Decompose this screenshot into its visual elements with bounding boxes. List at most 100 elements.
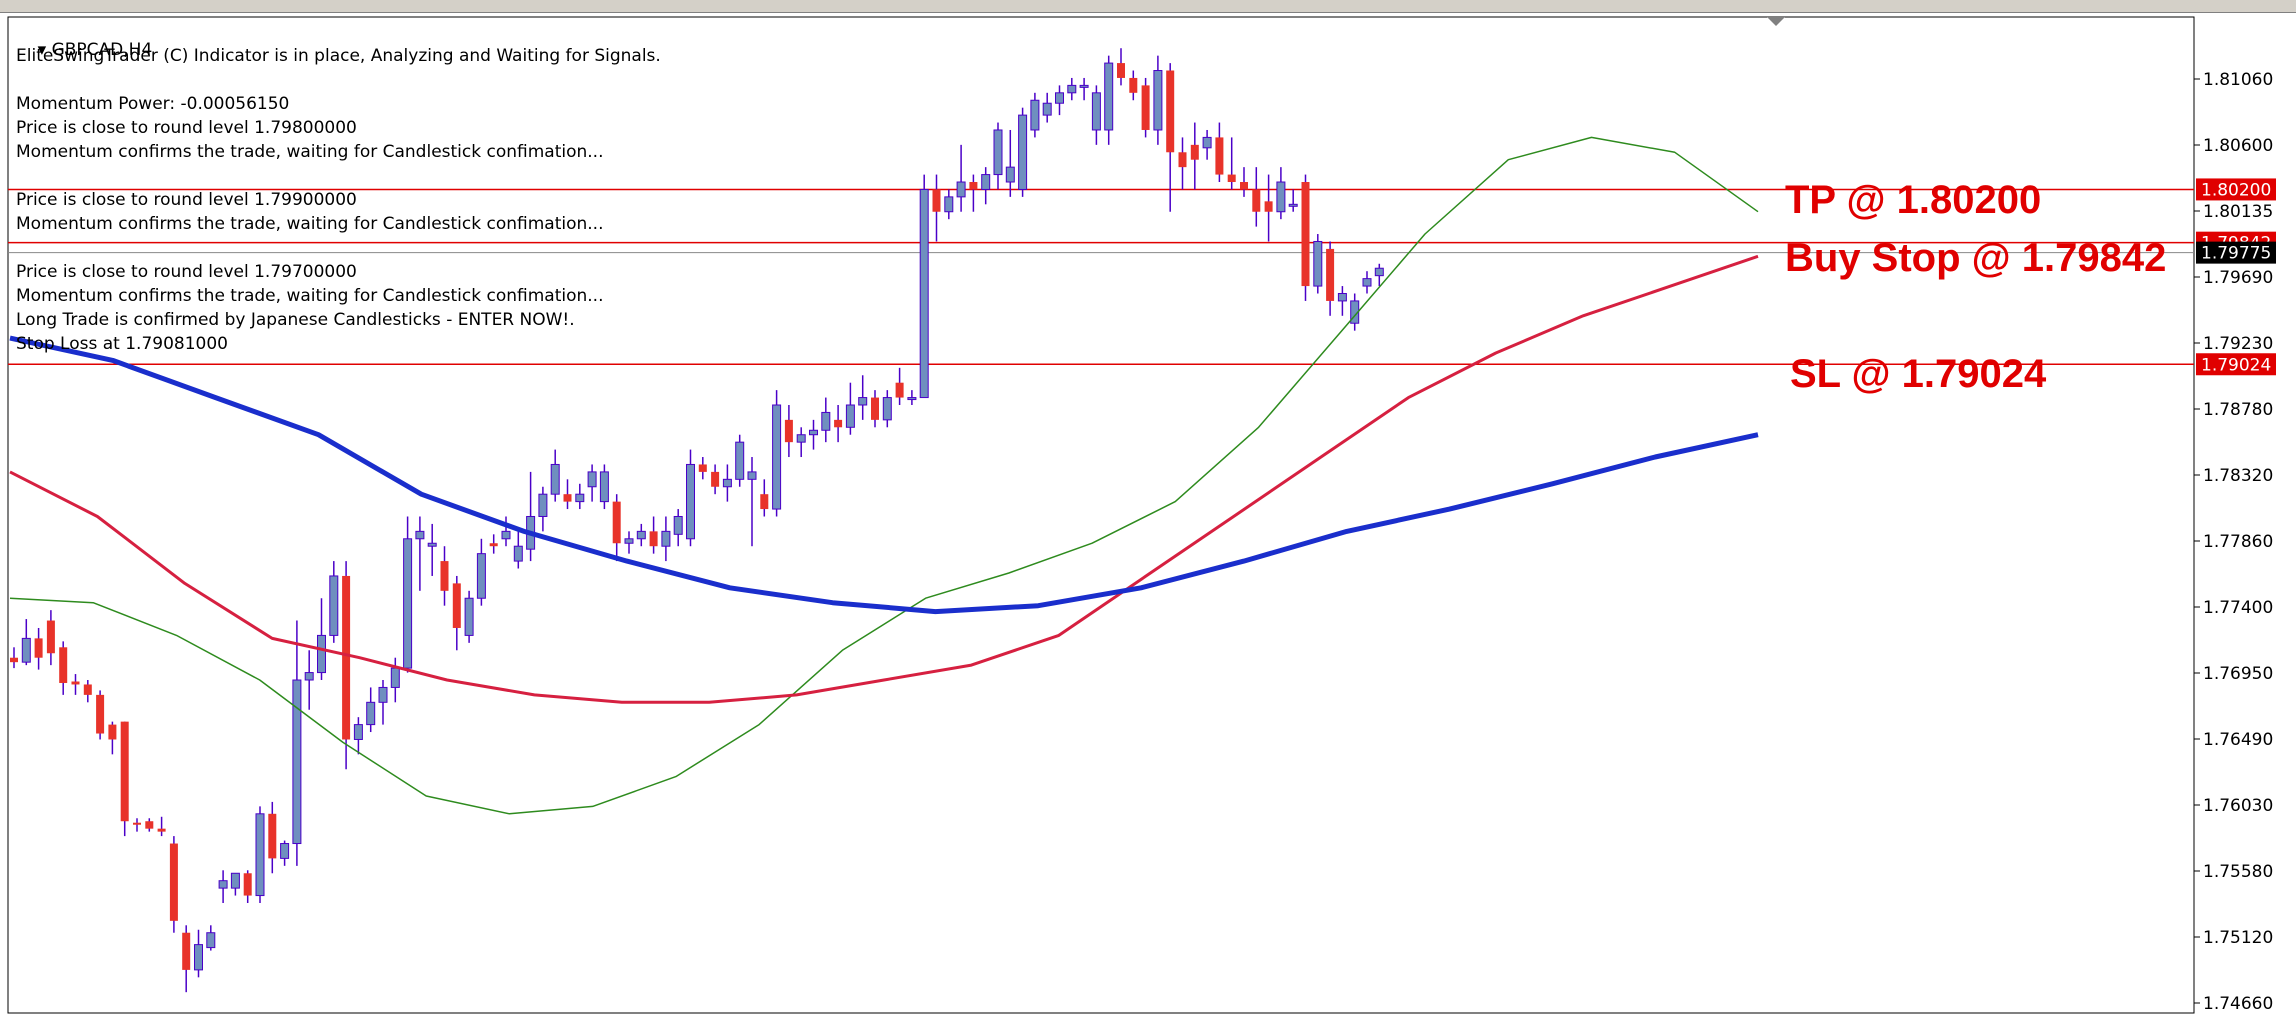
bull-candle bbox=[329, 575, 339, 636]
bull-candle bbox=[993, 129, 1003, 176]
bull-candle bbox=[550, 463, 560, 495]
bull-candle bbox=[1091, 92, 1101, 131]
bear-candle bbox=[1178, 152, 1187, 168]
bull-candle bbox=[415, 530, 425, 540]
bear-candle bbox=[1240, 182, 1248, 190]
bear-candle bbox=[145, 821, 154, 829]
bull-candle bbox=[907, 397, 917, 401]
tp-annotation: TP @ 1.80200 bbox=[1785, 178, 2041, 222]
bull-candle bbox=[366, 701, 376, 726]
bull-candle bbox=[919, 188, 929, 399]
level-price-tag bbox=[2196, 353, 2276, 376]
info-line: Momentum confirms the trade, waiting for… bbox=[16, 214, 604, 234]
info-line: Stop Loss at 1.79081000 bbox=[16, 334, 228, 354]
symbol-label: GBPCAD,H4 bbox=[51, 40, 153, 60]
bull-candle bbox=[735, 441, 745, 480]
bear-candle bbox=[784, 419, 793, 443]
info-line: Price is close to round level 1.79800000 bbox=[16, 118, 357, 138]
bull-candle bbox=[476, 553, 486, 599]
bear-candle bbox=[1166, 70, 1175, 153]
y-tick-label: 1.75120 bbox=[2203, 928, 2273, 948]
collapse-triangle-icon[interactable]: ▾ bbox=[37, 40, 47, 60]
bear-candle bbox=[83, 684, 92, 695]
bear-candle bbox=[243, 873, 252, 896]
bear-candle bbox=[1129, 77, 1138, 93]
chart-shift-marker-icon[interactable] bbox=[1767, 17, 1785, 26]
bear-candle bbox=[1117, 63, 1125, 78]
bear-candle bbox=[133, 822, 141, 825]
bull-candle bbox=[1337, 293, 1347, 302]
bull-candle bbox=[1042, 102, 1052, 116]
buy-stop-annotation: Buy Stop @ 1.79842 bbox=[1785, 236, 2166, 280]
bear-candle bbox=[169, 843, 178, 921]
y-tick-label: 1.76490 bbox=[2203, 730, 2273, 750]
current-price-tag-label: 1.79775 bbox=[2201, 244, 2271, 264]
y-tick-label: 1.76030 bbox=[2203, 796, 2273, 816]
bull-candle bbox=[1018, 114, 1028, 190]
y-tick-label: 1.79230 bbox=[2203, 334, 2273, 354]
bear-candle bbox=[96, 694, 105, 734]
bull-candle bbox=[501, 530, 511, 540]
bear-candle bbox=[834, 419, 843, 428]
price-axis: 1.81060 1.80600 1.80135 1.79690 1.79230 1.787… bbox=[2194, 70, 2273, 1014]
level-price-tag bbox=[2196, 178, 2276, 201]
bull-candle bbox=[1374, 267, 1384, 277]
current-price-tag bbox=[2196, 241, 2276, 264]
bull-candle bbox=[1067, 84, 1077, 94]
bull-candle bbox=[796, 434, 806, 443]
symbol-title[interactable]: ▾ GBPCAD,H4 bbox=[16, 20, 153, 80]
bull-candle bbox=[956, 181, 966, 198]
bull-candle bbox=[772, 404, 782, 510]
bull-candle bbox=[747, 471, 757, 480]
bear-candle bbox=[1190, 144, 1199, 160]
bull-candle bbox=[1313, 240, 1323, 287]
bull-candle bbox=[858, 397, 868, 406]
bear-candle bbox=[1215, 137, 1224, 175]
bear-candle bbox=[108, 724, 117, 740]
bear-candle bbox=[1252, 189, 1261, 212]
bull-candle bbox=[599, 471, 609, 503]
info-line: Price is close to round level 1.79700000 bbox=[16, 262, 357, 282]
candlestick-series bbox=[10, 48, 1384, 993]
bull-candle bbox=[882, 397, 892, 421]
y-tick-label: 1.81060 bbox=[2203, 70, 2273, 90]
bull-candle bbox=[538, 493, 548, 517]
bull-candle bbox=[280, 843, 290, 859]
sl-annotation: SL @ 1.79024 bbox=[1790, 352, 2047, 396]
info-line: Long Trade is confirmed by Japanese Cand… bbox=[16, 310, 575, 330]
y-tick-label: 1.80135 bbox=[2203, 202, 2273, 222]
bull-candle bbox=[845, 404, 855, 428]
bull-candle bbox=[1276, 181, 1286, 213]
bear-candle bbox=[268, 813, 277, 859]
bull-candle bbox=[292, 679, 302, 845]
bull-candle bbox=[1288, 203, 1298, 207]
bull-candle bbox=[1153, 70, 1163, 131]
y-tick-label: 1.74660 bbox=[2203, 994, 2273, 1014]
bull-candle bbox=[587, 471, 597, 488]
bear-candle bbox=[871, 397, 879, 420]
y-tick-label: 1.80600 bbox=[2203, 136, 2273, 156]
plot-frame bbox=[7, 16, 2195, 1014]
bull-candle bbox=[378, 686, 388, 703]
bull-candle bbox=[1104, 62, 1114, 131]
y-tick-label: 1.78780 bbox=[2203, 400, 2273, 420]
bear-candle bbox=[10, 657, 18, 663]
bull-candle bbox=[304, 672, 314, 681]
bear-candle bbox=[1227, 174, 1236, 183]
bear-candle bbox=[157, 828, 166, 832]
y-tick-label: 1.77400 bbox=[2203, 598, 2273, 618]
bear-candle bbox=[1141, 85, 1150, 130]
bear-candle bbox=[46, 620, 55, 654]
bear-candle bbox=[1301, 182, 1310, 287]
bull-candle bbox=[1079, 84, 1089, 88]
bear-candle bbox=[711, 471, 720, 487]
bear-candle bbox=[932, 189, 941, 212]
bear-candle bbox=[59, 647, 68, 683]
y-tick-label: 1.75580 bbox=[2203, 862, 2273, 882]
bull-candle bbox=[21, 637, 31, 663]
bull-candle bbox=[194, 944, 203, 971]
bull-candle bbox=[575, 493, 585, 503]
